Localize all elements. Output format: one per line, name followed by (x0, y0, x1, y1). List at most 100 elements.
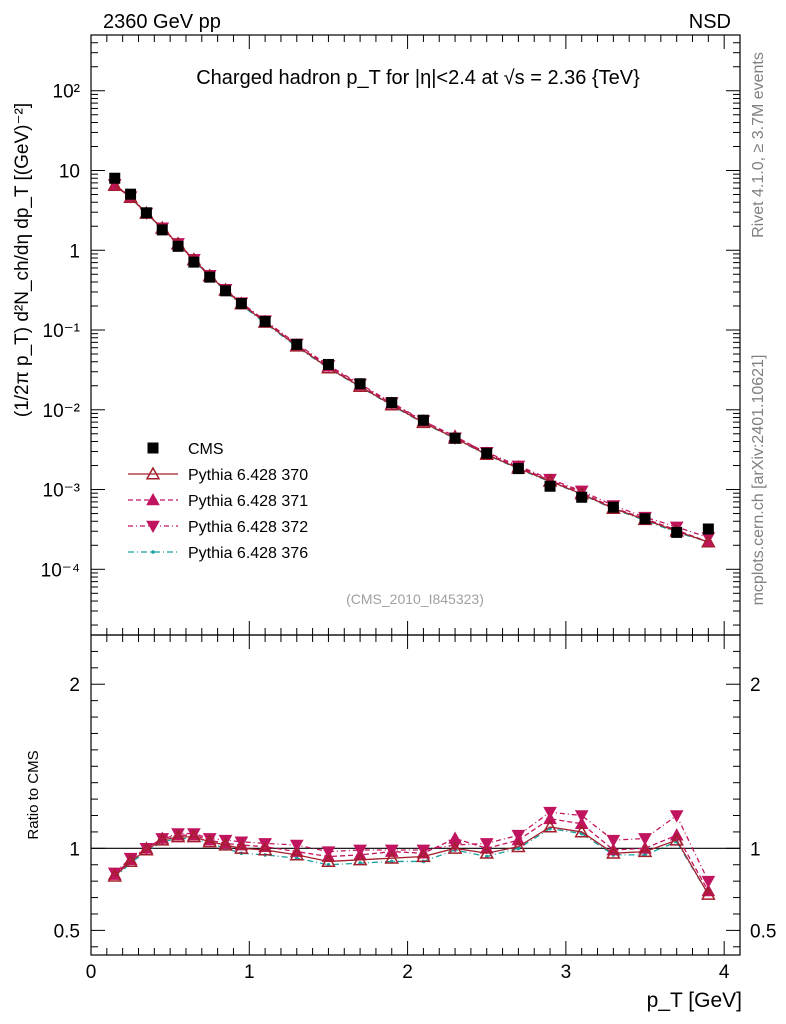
main-panel: 10⁻⁴ 10⁻³ 10⁻² 10⁻¹ 1 10 10² Charged hadron p_… (12, 34, 741, 636)
x-tick-label: 2 (402, 962, 413, 983)
ratio-y-tick-label-right: 0.5 (750, 921, 776, 942)
ratio-point (416, 848, 431, 863)
main-series-group (107, 172, 716, 548)
ratio-series-pythia-6-428-372 (107, 806, 716, 889)
ratio-point (289, 847, 305, 861)
ratio-point (218, 837, 233, 851)
main-y-tick-label: 10⁻¹ (43, 321, 81, 342)
data-point (639, 513, 651, 525)
data-point (322, 358, 334, 370)
series-pythia-6-428-372 (107, 179, 716, 545)
legend-label: Pythia 6.428 376 (188, 545, 308, 562)
data-point (220, 285, 232, 297)
legend-item: Pythia 6.428 376 (128, 545, 308, 562)
series-cms (109, 172, 714, 538)
data-point (386, 397, 398, 409)
chart-title: Charged hadron p_T for |η|<2.4 at √s = 2… (196, 67, 640, 89)
data-point (544, 480, 556, 492)
legend-marker (146, 492, 160, 506)
ratio-point (669, 810, 684, 823)
ratio-point (257, 842, 273, 856)
data-point (291, 338, 303, 350)
ratio-point (139, 842, 154, 856)
legend-item: Pythia 6.428 371 (128, 492, 308, 510)
ratio-point (543, 811, 557, 825)
legend-item: Pythia 6.428 370 (128, 466, 308, 484)
main-y-tick-label: 1 (69, 241, 80, 262)
ratio-y-tick-label-left: 1 (69, 839, 80, 860)
series-line (114, 184, 709, 543)
main-y-tick-label: 10² (53, 82, 80, 103)
main-y-tick-label: 10 (59, 162, 80, 183)
ratio-point (170, 829, 186, 843)
ratio-point (638, 833, 652, 846)
ratio-panel: 0.5 0.5 1 1 2 2 0 1 2 3 4 Ratio to CMS p_T [GeV] (25, 634, 776, 1012)
main-y-tick-label: 10⁻⁴ (41, 560, 80, 581)
legend-label: Pythia 6.428 372 (188, 519, 308, 536)
series-line (114, 183, 709, 539)
data-point (172, 240, 184, 252)
series-line (114, 184, 709, 543)
ratio-y-tick-label-right: 2 (750, 675, 761, 696)
ratio-point (447, 840, 463, 854)
x-axis-label: p_T [GeV] (647, 989, 742, 1012)
ratio-point (542, 819, 558, 833)
data-point (702, 523, 714, 535)
legend-marker (151, 550, 155, 554)
data-point (109, 172, 121, 184)
legend-marker (147, 442, 159, 454)
data-point (204, 271, 216, 283)
analysis-watermark: (CMS_2010_I845323) (346, 591, 484, 607)
ratio-point (701, 886, 716, 900)
ratio-y-tick-label-right: 1 (750, 839, 761, 860)
ratio-point (606, 834, 621, 848)
x-tick-label: 3 (561, 962, 572, 983)
series-pythia-6-428-371 (107, 177, 716, 548)
data-point (417, 414, 429, 426)
ratio-point (701, 875, 716, 889)
series-line (114, 184, 709, 543)
main-y-tick-label: 10⁻³ (43, 481, 81, 502)
ratio-y-tick-label-left: 2 (69, 675, 80, 696)
ratio-point (234, 840, 249, 854)
ratio-point (186, 829, 202, 843)
ratio-point (637, 844, 653, 858)
data-point (107, 177, 123, 191)
legend-marker (145, 466, 161, 480)
data-point (259, 315, 271, 327)
ratio-axis-ticks: 0.5 0.5 1 1 2 2 0 1 2 3 4 (54, 635, 776, 983)
legend-item: Pythia 6.428 372 (128, 519, 308, 536)
header-right: NSD (689, 11, 731, 33)
main-y-axis-label: (1/2π p_T) d²N_ch/dη dp_T [(GeV)⁻²] (12, 103, 33, 417)
data-point (354, 378, 366, 390)
data-point (512, 463, 524, 475)
data-point (576, 491, 588, 503)
x-tick-label: 0 (86, 962, 97, 983)
legend-label: Pythia 6.428 371 (188, 493, 308, 510)
legend-item: CMS (147, 441, 224, 458)
ratio-series-line (114, 827, 709, 895)
x-tick-label: 1 (244, 962, 255, 983)
data-point (140, 207, 152, 219)
ratio-point (154, 832, 170, 846)
main-y-tick-label: 10⁻² (43, 401, 81, 422)
ratio-frame (90, 634, 741, 956)
ratio-point (123, 853, 138, 868)
x-tick-label: 4 (719, 962, 730, 983)
data-point (481, 447, 493, 459)
data-point (188, 256, 200, 268)
ratio-series-group (107, 806, 716, 900)
ratio-y-tick-label-left: 0.5 (54, 921, 80, 942)
ratio-point (574, 824, 589, 838)
data-point (156, 224, 168, 236)
ratio-point (352, 852, 368, 866)
main-axis-ticks: 10⁻⁴ 10⁻³ 10⁻² 10⁻¹ 1 10 10² (41, 34, 741, 635)
legend-label: Pythia 6.428 370 (188, 467, 308, 484)
series-pythia-6-428-370 (107, 177, 716, 548)
ratio-point (574, 810, 589, 823)
data-point (235, 298, 247, 310)
ratio-point (384, 850, 400, 864)
data-point (701, 534, 716, 548)
ratio-point (202, 834, 217, 848)
